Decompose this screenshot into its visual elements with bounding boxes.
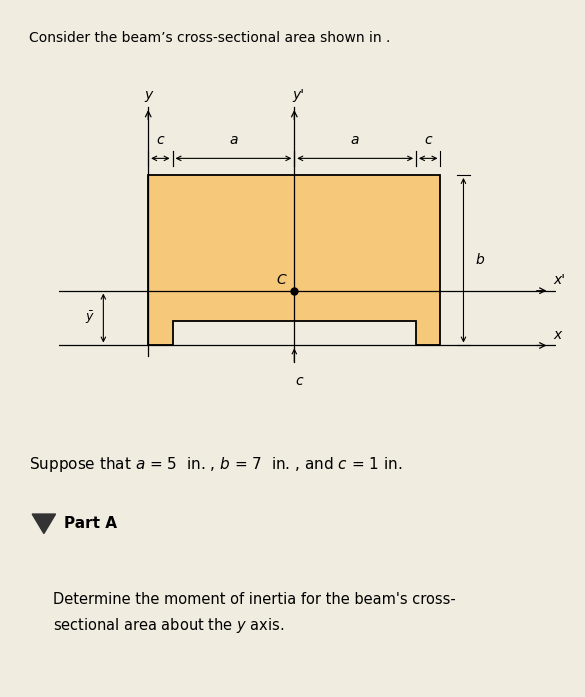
Text: Determine the moment of inertia for the beam's cross-
sectional area about the $: Determine the moment of inertia for the …: [53, 592, 455, 636]
Text: a: a: [351, 133, 359, 147]
Text: $\bar{y}$: $\bar{y}$: [85, 310, 94, 326]
Text: c: c: [425, 133, 432, 147]
Text: a: a: [229, 133, 238, 147]
Text: y: y: [144, 88, 152, 102]
Text: y': y': [292, 88, 304, 102]
Text: c: c: [295, 374, 303, 388]
Polygon shape: [148, 175, 441, 346]
Text: x': x': [553, 273, 565, 287]
Text: x: x: [553, 328, 562, 342]
Text: Part A: Part A: [64, 516, 118, 531]
Polygon shape: [32, 514, 56, 534]
Text: c: c: [157, 133, 164, 147]
Text: Consider the beam’s cross-sectional area shown in .: Consider the beam’s cross-sectional area…: [29, 31, 391, 45]
Text: Suppose that $a$ = 5  in. , $b$ = 7  in. , and $c$ = 1 in.: Suppose that $a$ = 5 in. , $b$ = 7 in. ,…: [29, 455, 402, 475]
Text: b: b: [475, 253, 484, 267]
Text: C: C: [277, 273, 287, 287]
